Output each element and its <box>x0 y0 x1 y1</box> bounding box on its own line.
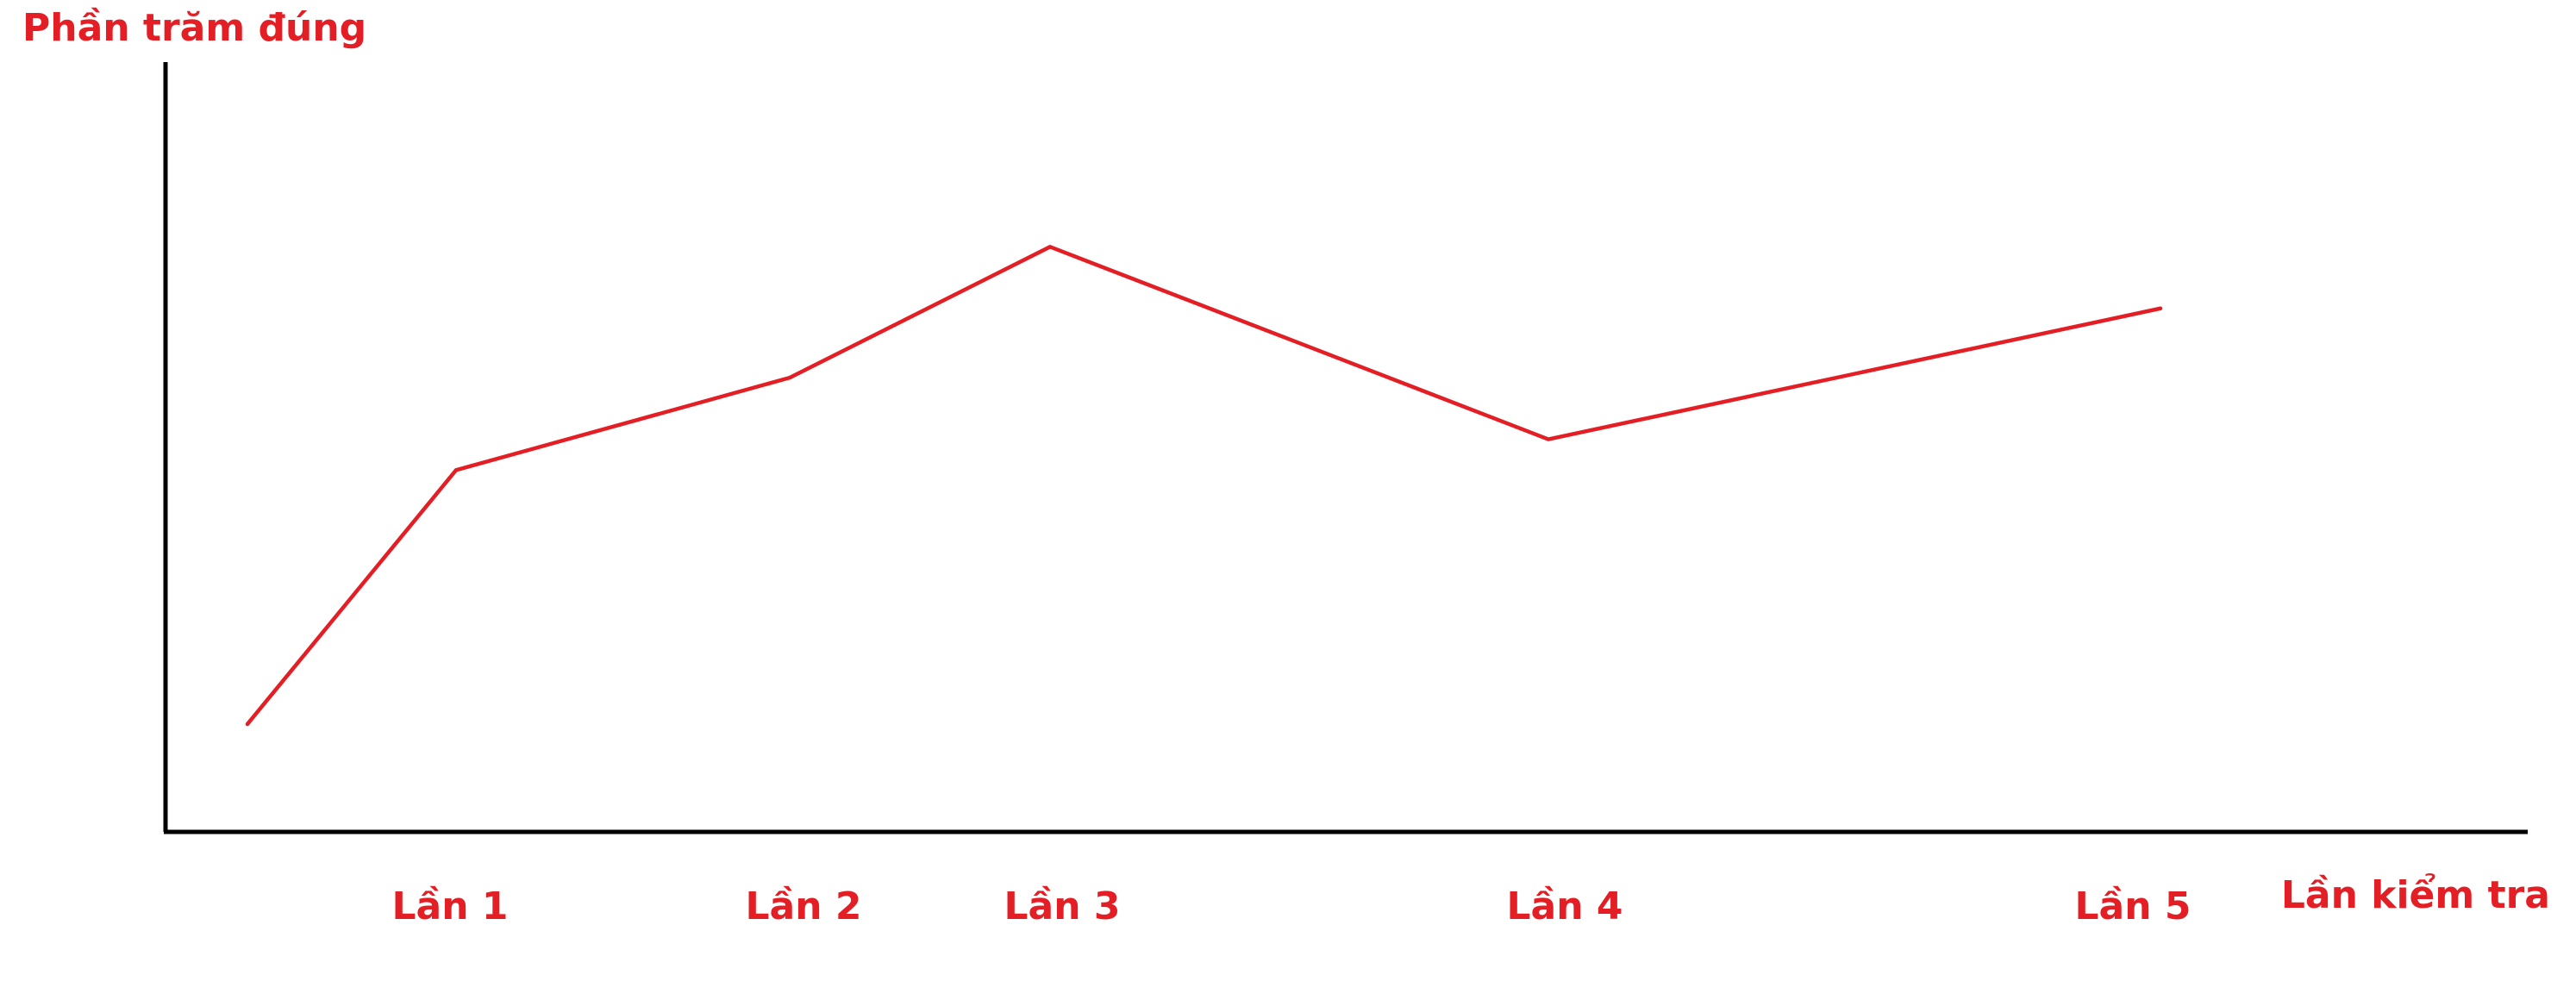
data-point <box>454 468 458 472</box>
x-tick-label: Lần 4 <box>1507 884 1623 928</box>
x-axis-label: Lần kiểm tra <box>2281 872 2550 917</box>
y-axis-label: Phần trăm đúng <box>22 6 366 50</box>
data-point <box>788 376 791 380</box>
data-point <box>2159 306 2162 310</box>
x-tick-label: Lần 1 <box>392 884 509 928</box>
series-layer <box>245 245 2163 727</box>
x-tick-labels: Lần 1 Lần 2 Lần 3 Lần 4 Lần 5 <box>392 884 2191 928</box>
x-tick-label: Lần 2 <box>746 884 862 928</box>
x-tick-label: Lần 3 <box>1004 884 1121 928</box>
data-point <box>1547 437 1550 441</box>
series-line <box>245 245 2163 727</box>
x-tick-label: Lần 5 <box>2075 884 2191 928</box>
data-point <box>246 722 249 726</box>
data-point <box>1048 245 1052 249</box>
